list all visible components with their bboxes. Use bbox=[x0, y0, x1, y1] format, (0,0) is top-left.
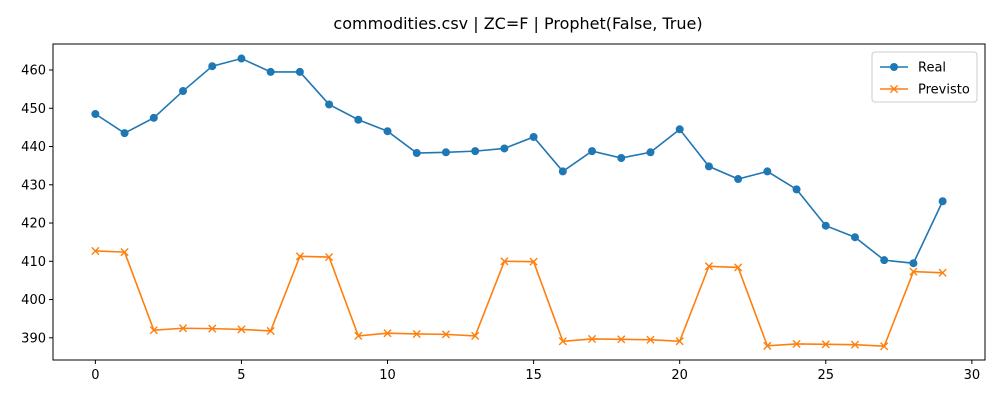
data-point-real bbox=[179, 87, 188, 96]
data-point-previsto bbox=[617, 335, 626, 344]
data-point-previsto bbox=[938, 268, 947, 277]
data-point-real bbox=[763, 167, 772, 176]
x-tick-label: 5 bbox=[237, 368, 245, 383]
x-tick-label: 10 bbox=[379, 368, 396, 383]
data-point-real bbox=[149, 113, 158, 122]
x-axis-ticks: 0 5 10 15 20 25 30 bbox=[91, 360, 980, 383]
data-point-previsto bbox=[529, 257, 538, 266]
data-point-real bbox=[821, 221, 830, 230]
data-point-real bbox=[471, 147, 480, 156]
data-point-previsto bbox=[149, 326, 158, 335]
data-point-previsto bbox=[763, 341, 772, 350]
data-point-real bbox=[91, 110, 100, 119]
data-point-real bbox=[529, 132, 538, 141]
data-point-previsto bbox=[91, 246, 100, 256]
data-point-previsto bbox=[237, 325, 246, 334]
data-point-previsto bbox=[587, 334, 597, 344]
data-point-previsto bbox=[120, 248, 129, 257]
data-point-real bbox=[412, 149, 421, 158]
legend-item-real: Real bbox=[880, 61, 946, 76]
data-point-real bbox=[588, 147, 597, 156]
legend-marker-real bbox=[890, 63, 898, 71]
data-point-previsto bbox=[500, 257, 509, 266]
data-point-real bbox=[646, 148, 655, 157]
y-tick-label: 440 bbox=[21, 140, 46, 155]
data-point-previsto bbox=[704, 262, 714, 271]
y-tick-label: 420 bbox=[21, 217, 46, 232]
y-tick-label: 410 bbox=[21, 255, 46, 270]
data-point-real bbox=[880, 256, 889, 265]
y-tick-label: 390 bbox=[21, 331, 46, 346]
data-point-real bbox=[675, 125, 684, 134]
legend-label-previsto: Previsto bbox=[918, 83, 970, 98]
y-tick-label: 450 bbox=[21, 102, 46, 117]
y-axis-ticks: 390 400 410 420 430 440 450 460 bbox=[21, 64, 53, 346]
series-real bbox=[91, 54, 947, 268]
data-point-real bbox=[792, 185, 801, 194]
data-point-previsto bbox=[324, 252, 334, 262]
data-point-previsto bbox=[850, 340, 860, 349]
data-point-real bbox=[734, 175, 743, 184]
data-point-real bbox=[441, 148, 450, 157]
plot-area bbox=[52, 43, 986, 361]
data-point-real bbox=[617, 154, 626, 163]
data-point-previsto bbox=[792, 339, 801, 349]
y-tick-label: 430 bbox=[21, 178, 46, 193]
data-point-previsto bbox=[471, 331, 480, 340]
data-point-previsto bbox=[354, 331, 363, 340]
data-point-real bbox=[704, 162, 713, 171]
legend-marker-previsto bbox=[889, 84, 899, 94]
data-point-real bbox=[383, 127, 392, 136]
series-line-real bbox=[94, 57, 944, 265]
data-point-previsto bbox=[646, 335, 655, 344]
data-point-real bbox=[295, 67, 304, 76]
data-point-previsto bbox=[266, 326, 275, 336]
data-point-previsto bbox=[558, 337, 567, 346]
data-point-previsto bbox=[295, 252, 304, 261]
chart-title: commodities.csv | ZC=F | Prophet(False, … bbox=[333, 14, 702, 33]
x-tick-label: 30 bbox=[964, 368, 981, 383]
data-point-real bbox=[120, 129, 129, 138]
y-tick-label: 460 bbox=[21, 64, 46, 79]
data-point-previsto bbox=[178, 324, 188, 333]
data-point-previsto bbox=[208, 324, 217, 333]
data-point-previsto bbox=[734, 263, 743, 272]
x-tick-label: 25 bbox=[817, 368, 834, 383]
data-point-real bbox=[354, 115, 363, 124]
data-point-real bbox=[850, 233, 859, 242]
series-layer bbox=[91, 54, 947, 351]
data-point-real bbox=[266, 67, 275, 76]
data-point-real bbox=[909, 259, 918, 268]
data-point-previsto bbox=[412, 329, 421, 339]
data-point-previsto bbox=[909, 267, 918, 276]
series-previsto bbox=[91, 246, 947, 351]
legend-label-real: Real bbox=[918, 61, 946, 76]
data-point-previsto bbox=[383, 329, 392, 338]
data-point-previsto bbox=[821, 340, 830, 349]
legend: Real Previsto bbox=[871, 51, 978, 103]
data-point-real bbox=[938, 197, 947, 206]
x-tick-label: 0 bbox=[91, 368, 99, 383]
y-tick-label: 400 bbox=[21, 293, 46, 308]
data-point-real bbox=[325, 100, 334, 109]
series-line-previsto bbox=[95, 250, 943, 348]
data-point-real bbox=[237, 54, 246, 63]
data-point-previsto bbox=[441, 330, 451, 339]
data-point-real bbox=[500, 144, 509, 153]
x-tick-label: 15 bbox=[525, 368, 542, 383]
data-point-real bbox=[558, 167, 567, 176]
data-point-real bbox=[208, 62, 217, 71]
x-tick-label: 20 bbox=[671, 368, 688, 383]
data-point-previsto bbox=[675, 337, 684, 346]
data-point-previsto bbox=[880, 342, 889, 351]
legend-item-previsto: Previsto bbox=[880, 83, 970, 98]
